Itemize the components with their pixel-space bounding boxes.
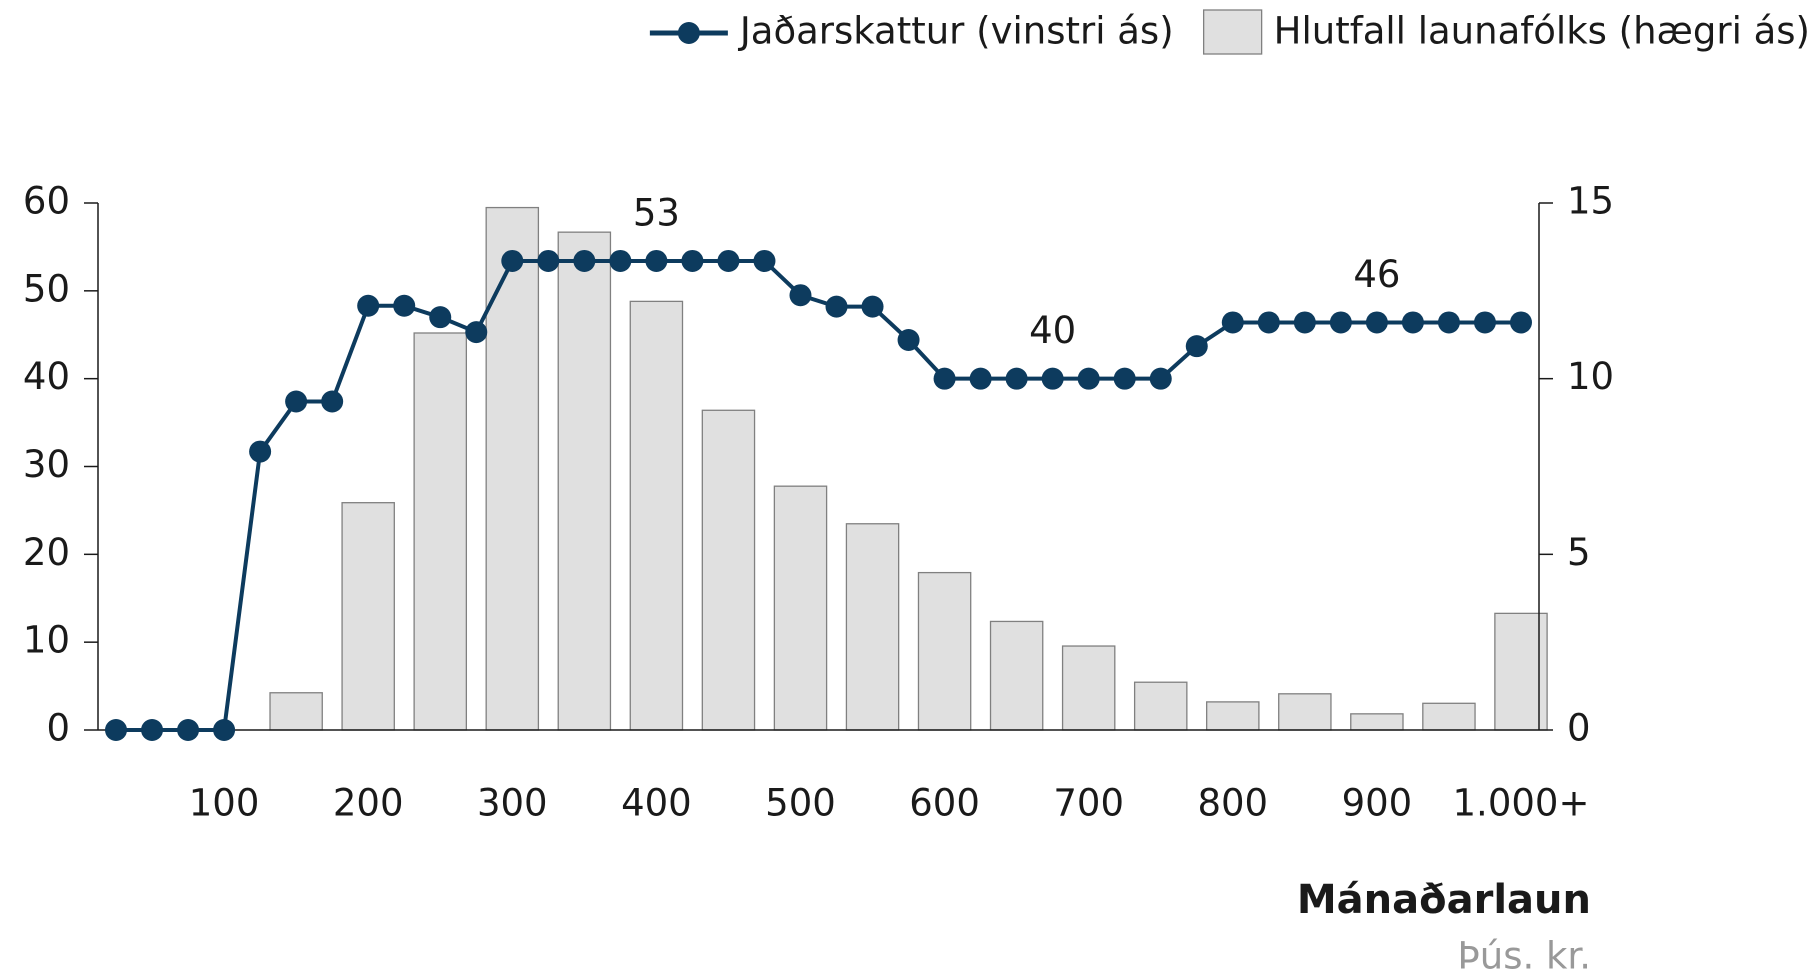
line-point — [393, 294, 416, 317]
bar — [989, 620, 1044, 731]
bar — [701, 409, 756, 731]
line-point — [1473, 311, 1496, 334]
x-tick-label: 900 — [1342, 782, 1413, 825]
bar — [629, 300, 684, 731]
bar — [845, 523, 900, 731]
legend-swatch-marker — [677, 22, 700, 44]
x-tick-label: 700 — [1053, 782, 1124, 825]
line-point — [1329, 311, 1352, 334]
legend-swatch — [1202, 9, 1263, 55]
line-point — [1185, 335, 1208, 358]
y-tick-label: 0 — [46, 707, 70, 750]
line-point — [1113, 367, 1136, 390]
bar — [1133, 681, 1188, 731]
y-tick-label: 50 — [23, 267, 70, 310]
y2-tick-label: 15 — [1567, 180, 1614, 223]
line-point — [1221, 311, 1244, 334]
line-point — [141, 719, 164, 741]
line-point — [537, 249, 560, 272]
bar — [1278, 693, 1332, 731]
line-point — [1509, 311, 1532, 334]
line-point — [789, 284, 812, 307]
line — [116, 258, 1521, 732]
line-point — [1257, 311, 1280, 334]
line-point — [429, 306, 452, 329]
bar — [1206, 701, 1260, 731]
line-point — [897, 329, 920, 352]
legend-label: Jaðarskattur (vinstri ás) — [738, 10, 1174, 53]
line-point — [1401, 311, 1424, 334]
x-tick-label: 100 — [189, 782, 260, 825]
value-label: 46 — [1353, 253, 1400, 296]
bar — [1061, 645, 1116, 731]
line-point — [825, 295, 848, 318]
line-point — [681, 249, 704, 272]
line-point — [1437, 311, 1460, 334]
line-point — [1149, 367, 1172, 390]
line-point — [501, 249, 524, 272]
x-tick-label: 1.000+ — [1453, 782, 1590, 825]
line-point — [1077, 367, 1100, 390]
line-point — [1293, 311, 1316, 334]
line-point — [1041, 367, 1064, 390]
bar — [557, 231, 612, 731]
x-tick-label: 200 — [333, 782, 404, 825]
value-label: 53 — [633, 191, 680, 234]
bar — [1350, 713, 1404, 731]
line-point — [645, 249, 668, 272]
line-point — [573, 249, 596, 272]
x-tick-label: 600 — [909, 782, 980, 825]
line-point — [249, 440, 272, 463]
line-point — [1365, 311, 1388, 334]
bar — [341, 502, 395, 731]
line-point — [861, 295, 884, 318]
y-tick-label: 40 — [23, 355, 70, 398]
bar — [773, 485, 828, 731]
line-point — [609, 249, 632, 272]
line-point — [321, 390, 344, 413]
x-tick-label: 400 — [621, 782, 692, 825]
bar — [1422, 702, 1476, 731]
line-point — [285, 390, 308, 413]
line-point — [753, 249, 776, 272]
line-point — [213, 719, 236, 741]
line-point — [357, 294, 380, 317]
y2-tick-label: 10 — [1567, 355, 1614, 398]
x-axis-title: Mánaðarlaun — [1297, 877, 1591, 923]
y2-tick-label: 0 — [1567, 707, 1591, 750]
bar — [269, 692, 323, 731]
y2-tick-label: 5 — [1567, 531, 1591, 574]
line-point — [717, 249, 740, 272]
line-point — [465, 321, 488, 344]
bar — [485, 206, 540, 731]
line-point — [105, 719, 128, 741]
value-label: 40 — [1029, 309, 1076, 352]
y-tick-label: 60 — [23, 180, 70, 223]
line-point — [933, 367, 956, 390]
legend-label: Hlutfall launafólks (hægri ás) — [1274, 10, 1810, 53]
bar — [413, 332, 468, 731]
x-tick-label: 300 — [477, 782, 548, 825]
y-tick-label: 20 — [23, 531, 70, 574]
bar — [917, 571, 972, 731]
y-tick-label: 30 — [23, 443, 70, 486]
x-tick-label: 800 — [1197, 782, 1268, 825]
x-axis-subtitle: Þús. kr. — [1457, 935, 1591, 973]
line-point — [1005, 367, 1028, 390]
y-tick-label: 10 — [23, 619, 70, 662]
line-point — [177, 719, 200, 741]
x-tick-label: 500 — [765, 782, 836, 825]
line-point — [969, 367, 992, 390]
